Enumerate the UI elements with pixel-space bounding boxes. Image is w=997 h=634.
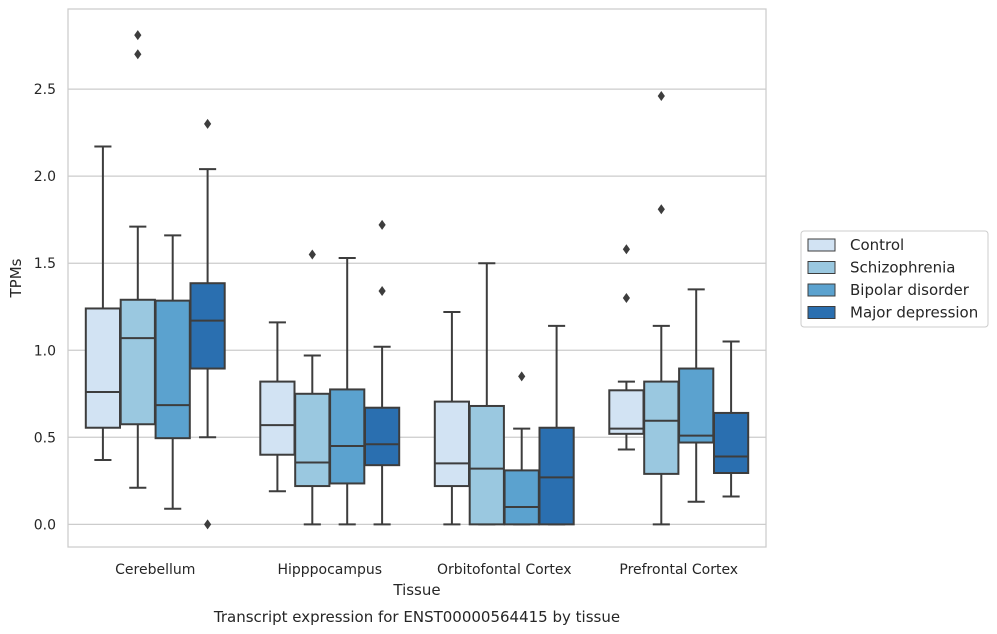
box-major-depression: [363, 219, 401, 526]
outlier-point: [134, 30, 142, 41]
y-tick-label: 2.0: [34, 169, 56, 185]
y-tick-label: 0.5: [34, 430, 56, 446]
box-body: [538, 426, 575, 526]
y-axis-label: TPMs: [7, 258, 25, 298]
outlier-point: [204, 519, 212, 530]
y-tick-label: 1.0: [34, 343, 56, 359]
legend-label: Bipolar disorder: [850, 281, 970, 299]
box-control: [433, 310, 471, 526]
x-tick-label: Orbitofontal Cortex: [437, 562, 572, 578]
box-schizophrenia: [643, 91, 680, 526]
box-body: [329, 388, 366, 485]
box-major-depression: [712, 340, 750, 498]
box-body: [712, 411, 750, 475]
outlier-point: [657, 91, 665, 102]
box-bipolar-disorder: [503, 371, 540, 526]
x-axis-label: Tissue: [392, 581, 440, 599]
outlier-point: [308, 249, 316, 260]
outlier-point: [134, 49, 142, 60]
box-bipolar-disorder: [329, 256, 366, 526]
box-major-depression: [189, 118, 226, 530]
legend-label: Major depression: [850, 304, 978, 322]
legend: Control Schizophrenia Bipolar disorder Majo…: [800, 230, 989, 328]
plot-frame: [67, 8, 767, 548]
box-schizophrenia: [119, 30, 156, 489]
outlier-point: [378, 286, 386, 297]
box-schizophrenia: [468, 262, 505, 526]
outlier-point: [622, 293, 630, 304]
box-body: [154, 299, 191, 440]
outlier-point: [204, 118, 212, 129]
box-schizophrenia: [294, 249, 331, 526]
x-tick-label: Cerebellum: [115, 562, 195, 578]
box-body: [608, 389, 645, 435]
box-bipolar-disorder: [154, 234, 191, 510]
x-tick-label: Hipppocampus: [277, 562, 382, 578]
legend-swatch: [807, 306, 836, 319]
box-body: [294, 392, 331, 488]
outlier-point: [378, 219, 386, 230]
chart-caption: Transcript expression for ENST0000056441…: [213, 608, 620, 626]
box-control: [84, 145, 122, 461]
outlier-point: [518, 371, 526, 382]
outlier-point: [622, 244, 630, 255]
y-tick-label: 1.5: [34, 256, 56, 272]
x-tick-label: Prefrontal Cortex: [619, 562, 738, 578]
y-tick-label: 2.5: [34, 82, 56, 98]
box-body: [259, 380, 296, 456]
box-body: [189, 282, 226, 370]
box-body: [363, 406, 401, 467]
y-tick-label: 0.0: [34, 517, 56, 533]
legend-box: [800, 230, 989, 328]
box-control: [608, 244, 645, 451]
box-body: [678, 367, 715, 444]
box-body: [433, 400, 471, 488]
legend-label: Schizophrenia: [850, 259, 955, 277]
box-major-depression: [538, 324, 575, 526]
legend-swatch: [807, 261, 836, 274]
box-body: [468, 404, 505, 526]
legend-label: Control: [850, 236, 904, 254]
legend-swatch: [807, 283, 836, 297]
box-bipolar-disorder: [678, 288, 715, 503]
x-axis-ticks: Cerebellum Hipppocampus Orbitofontal Corte…: [115, 562, 738, 578]
legend-swatch: [807, 238, 836, 252]
box-body: [503, 469, 540, 526]
y-axis-ticks: 0.0 0.5 1.0 1.5 2.0 2.5: [34, 82, 56, 533]
box-body: [84, 307, 122, 429]
outlier-point: [657, 204, 665, 215]
box-plot-area: [84, 30, 750, 530]
box-body: [119, 298, 156, 426]
box-body: [643, 380, 680, 475]
box-control: [259, 321, 296, 493]
